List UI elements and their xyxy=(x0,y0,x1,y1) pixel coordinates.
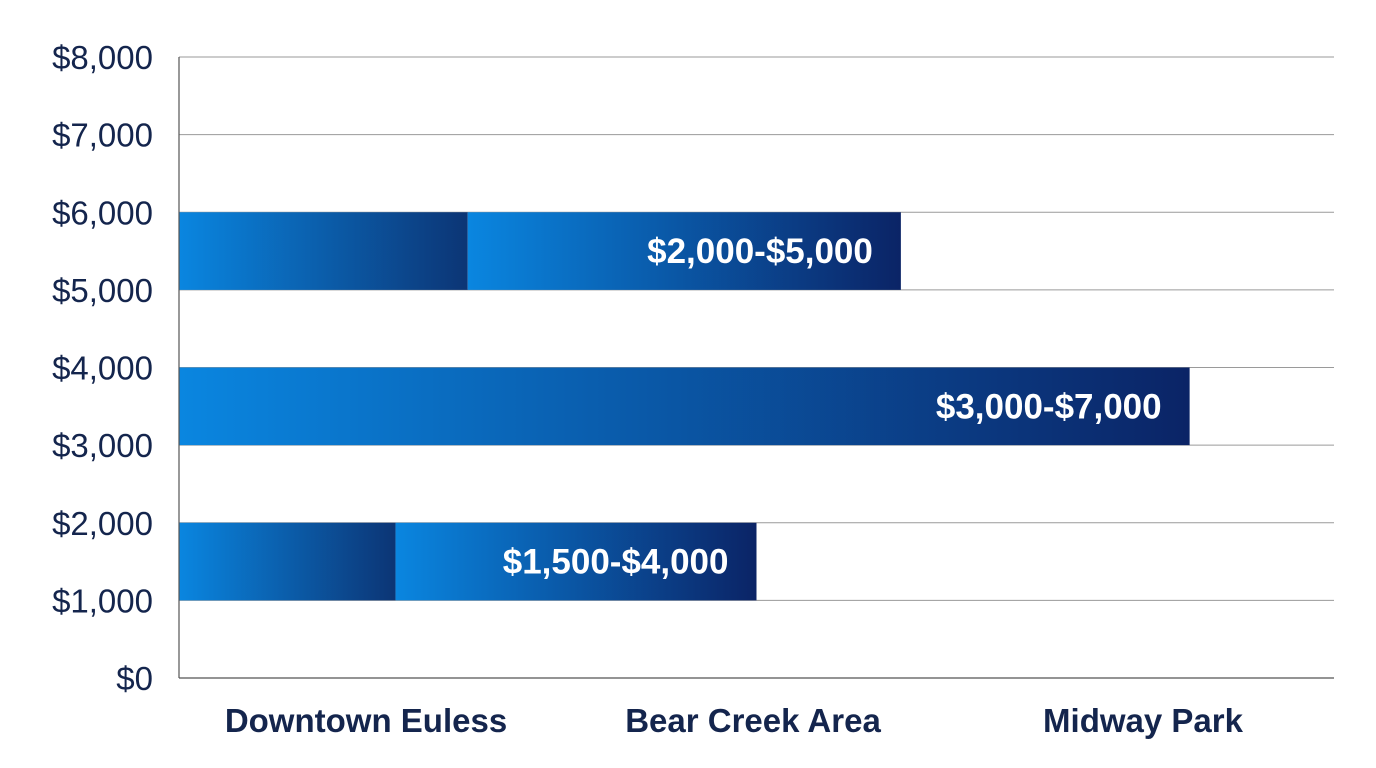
y-tick-label: $5,000 xyxy=(52,272,153,309)
y-tick-label: $7,000 xyxy=(52,117,153,154)
y-tick-label: $0 xyxy=(116,660,153,697)
bars xyxy=(179,212,1190,601)
bar-range-segment xyxy=(395,522,757,601)
bar-range-segment xyxy=(179,367,1190,446)
bar-range-segment xyxy=(467,212,901,290)
x-category-label: Midway Park xyxy=(1043,702,1244,739)
bar-value-label: $2,000-$5,000 xyxy=(647,232,873,271)
y-tick-label: $4,000 xyxy=(52,350,153,387)
bar-value-label: $1,500-$4,000 xyxy=(503,543,729,582)
bar-offset-segment xyxy=(179,522,396,601)
bar-offset-segment xyxy=(179,212,468,290)
y-tick-label: $1,000 xyxy=(52,582,153,619)
labels: $1,500-$4,000 $3,000-$7,000 $2,000-$5,000 $… xyxy=(52,39,1244,739)
y-tick-label: $3,000 xyxy=(52,427,153,464)
x-category-label: Bear Creek Area xyxy=(625,702,881,739)
gridlines xyxy=(179,56,1334,601)
y-tick-label: $2,000 xyxy=(52,505,153,542)
y-tick-label: $8,000 xyxy=(52,39,153,76)
axes xyxy=(178,57,1334,679)
x-category-label: Downtown Euless xyxy=(225,702,507,739)
bar-value-label: $3,000-$7,000 xyxy=(936,387,1162,426)
y-tick-label: $6,000 xyxy=(52,194,153,231)
